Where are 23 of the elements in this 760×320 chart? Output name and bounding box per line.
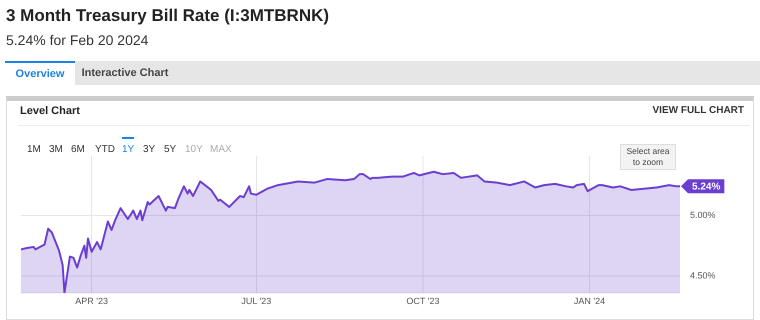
annotation: 5.24% [692,182,720,193]
text: 3Y [143,144,156,155]
text: 5Y [164,144,176,155]
chart-subtitle: 5.24% for Feb 20 2024 [6,32,148,48]
chart-title: 3 Month Treasury Bill Rate (I:3MTBRNK) [6,6,330,26]
text: Overview [5,61,75,85]
text: VIEW FULL CHART [652,105,744,116]
x-tick-label: JAN '24 [574,296,606,306]
text: 10Y [185,144,203,155]
text: 1M [27,144,41,155]
x-tick-label: JUL '23 [241,296,272,306]
text: Interactive Chart [80,66,170,81]
y-tick-label: 5.00% [690,210,716,220]
text: 3M [49,144,63,155]
text: YTD [95,144,115,155]
x-tick-label: OCT '23 [406,296,440,306]
annotation: Select area to zoom [620,144,676,170]
text: 1Y [122,137,134,155]
x-tick-label: APR '23 [75,296,108,306]
text: 6M [71,144,85,155]
text: MAX [210,144,232,155]
y-tick-label: 4.50% [690,270,716,281]
text: Level Chart [20,105,80,117]
